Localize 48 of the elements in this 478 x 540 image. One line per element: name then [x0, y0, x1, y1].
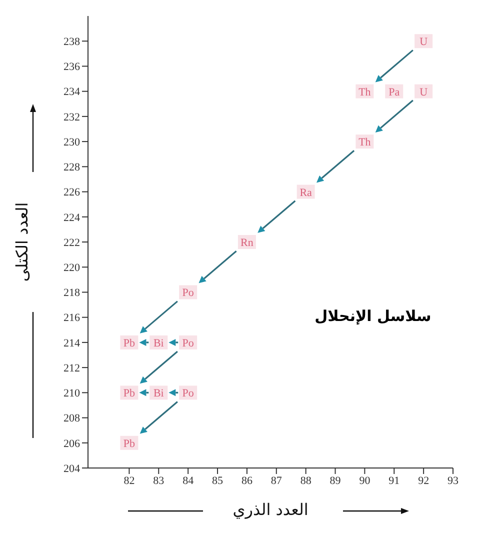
x-tick-label: 91: [388, 474, 400, 487]
x-tick-label: 93: [448, 474, 459, 487]
data-label: Po: [182, 388, 194, 400]
y-tick-label: 206: [64, 438, 80, 450]
y-tick-label: 210: [64, 388, 80, 400]
y-tick-label: 232: [64, 111, 80, 124]
x-tick-label: 90: [359, 474, 371, 487]
y-tick-label: 236: [64, 61, 80, 74]
y-tick-label: 224: [64, 212, 80, 224]
data-label: U: [420, 86, 428, 98]
y-tick-label: 214: [64, 337, 80, 350]
x-tick-label: 84: [182, 474, 194, 487]
y-tick-label: 222: [64, 236, 80, 249]
y-tick-label: 212: [64, 362, 80, 374]
data-label: Pb: [123, 388, 136, 400]
data-label: Po: [182, 287, 194, 300]
y-tick-label: 218: [64, 287, 80, 300]
data-label: Th: [358, 86, 372, 98]
data-label: U: [420, 36, 428, 48]
y-tick-label: 220: [64, 262, 80, 274]
x-tick-label: 85: [212, 474, 224, 487]
y-tick-label: 238: [64, 36, 80, 48]
x-tick-label: 89: [330, 474, 342, 487]
x-axis-title: العدد الذري: [232, 500, 308, 519]
x-tick-label: 92: [418, 474, 430, 487]
x-tick-label: 88: [300, 474, 312, 487]
data-label: Bi: [153, 388, 164, 400]
y-tick-label: 228: [64, 162, 80, 174]
y-axis-title: العدد الكتلى: [12, 202, 32, 282]
data-label: Pa: [388, 86, 400, 98]
y-tick-label: 208: [64, 412, 80, 425]
data-label: Ra: [300, 186, 312, 199]
data-label: Th: [358, 136, 372, 149]
data-label: Pb: [123, 337, 136, 350]
x-tick-label: 82: [124, 474, 135, 487]
y-tick-label: 234: [64, 86, 80, 98]
y-tick-label: 230: [64, 136, 80, 148]
x-tick-label: 87: [270, 474, 282, 487]
data-label: Rn: [240, 237, 254, 249]
data-label: Pb: [123, 438, 136, 450]
x-tick-label: 86: [241, 474, 253, 487]
y-tick-label: 226: [64, 186, 80, 199]
data-label: Bi: [153, 337, 164, 350]
annotation: سلاسل الإنحلال: [314, 307, 432, 326]
data-label: Po: [182, 337, 194, 350]
y-tick-label: 204: [64, 462, 80, 475]
x-tick-label: 83: [153, 474, 165, 487]
y-tick-label: 216: [64, 312, 80, 324]
